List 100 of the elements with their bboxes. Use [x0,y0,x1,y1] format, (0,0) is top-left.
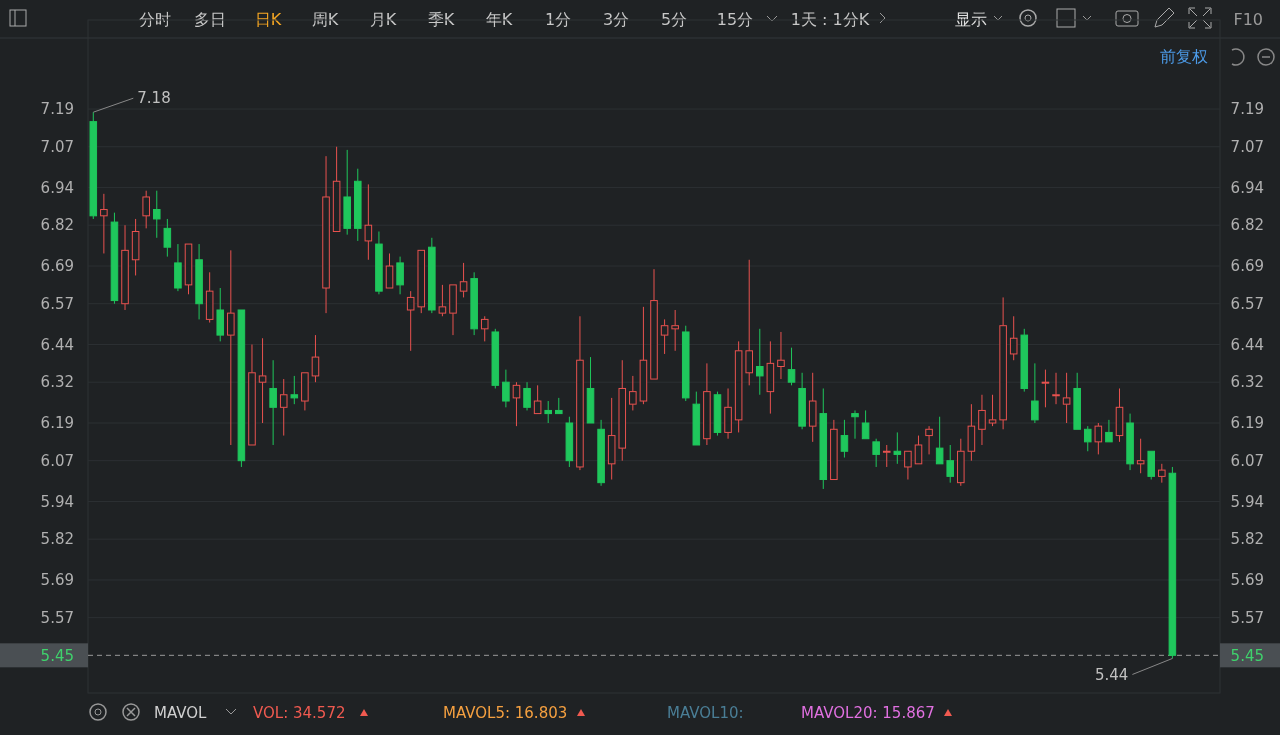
text: 季K [427,10,455,29]
y2-tick-label: 5.57 [1230,608,1264,627]
annotation: 5.44 [1094,665,1129,684]
candlestick [957,438,965,487]
candlestick [269,359,277,446]
candlestick [174,243,182,292]
text: 年K [485,10,513,29]
y-tick-label: 6.32 [40,373,74,392]
text: 5.45 [40,646,74,665]
candlestick [777,331,785,380]
y2-tick-label: 7.19 [1230,100,1264,119]
text: MAVOL20: 15.867 [801,704,935,722]
candlestick [745,259,753,386]
y2-tick-label: 6.07 [1230,451,1264,470]
text: MAVOL [154,704,208,722]
candlestick [502,369,510,408]
candlestick [131,218,140,276]
candlestick [322,155,330,314]
candlestick [660,318,669,355]
candlestick [375,231,383,295]
candlestick [703,362,711,446]
candlestick [819,387,828,490]
candlestick [279,378,288,437]
y-tick-label: 7.07 [40,137,74,156]
candlestick [396,256,404,295]
candlestick [406,290,415,352]
text: 3分 [602,10,630,29]
ref-line-label: 5.45 [1230,646,1264,665]
y2-tick-label: 6.44 [1230,335,1264,354]
y-tick-label: 6.82 [40,216,74,235]
text: 显示 [955,10,987,29]
candlestick [152,190,161,239]
text: MAVOL5: 16.803 [443,704,568,722]
candlestick [470,271,478,336]
candlestick [258,337,267,424]
annotation: 7.18 [137,89,171,108]
text: 分时 [139,10,171,29]
candlestick [978,394,986,446]
y-tick-label: 7.19 [40,100,74,119]
candlestick [195,243,203,320]
candlestick [1031,362,1039,424]
y2-tick-label: 5.82 [1230,530,1264,549]
y-tick-label: 6.44 [40,335,74,354]
candlestick [840,419,849,459]
y2-tick-label: 6.32 [1230,373,1264,392]
candlestick [576,315,584,471]
candlestick [967,403,976,462]
candlestick [999,296,1007,430]
candlestick [851,409,859,440]
candlestick [1083,425,1092,452]
text: 日K [254,10,282,29]
y2-tick-label: 6.94 [1230,178,1264,197]
candlestick [512,381,521,427]
y2-tick-label: 6.69 [1230,257,1264,276]
candlestick [946,444,954,484]
y2-tick-label: 5.69 [1230,571,1264,590]
candlestick [343,149,351,236]
candlestick [893,431,902,465]
text: F10 [1233,10,1263,29]
y-tick-label: 6.57 [40,294,74,313]
annotation: 前复权 [1160,47,1208,66]
candlestick [1126,413,1134,471]
candlestick [756,328,764,396]
candlestick [227,249,235,446]
candlestick [121,224,129,311]
y2-tick-label: 6.82 [1230,216,1264,235]
y-tick-label: 5.57 [40,608,74,627]
text: 15分 [716,10,754,29]
y2-tick-label: 7.07 [1230,137,1264,156]
y-tick-label: 6.19 [40,414,74,433]
candlestick [205,271,214,324]
y-tick-label: 6.69 [40,257,74,276]
text: 1天 : 1分K [790,10,870,29]
candlestick [1136,438,1145,474]
candlestick [354,168,362,242]
y-tick-label: 5.82 [40,530,74,549]
candlestick [1115,387,1124,443]
text: 多日 [194,10,226,29]
candlestick [925,425,933,455]
text: MAVOL10: [667,704,744,722]
candlestick [766,340,775,415]
candlestick [724,387,732,440]
candlestick [163,218,172,258]
text: VOL: 34.572 [253,704,346,722]
candlestick [1062,372,1071,424]
candlestick [100,193,108,254]
candlestick [597,419,605,487]
y-tick-label: 5.94 [40,492,74,511]
text: 周K [311,10,339,29]
y-tick-label: 5.69 [40,571,74,590]
candlestick [523,381,531,411]
candlestick [671,309,679,352]
text: 1分 [544,10,572,29]
candlestick [1052,372,1060,405]
candlestick [798,372,806,430]
candlestick [618,359,627,462]
y2-tick-label: 6.57 [1230,294,1264,313]
y-tick-label: 6.07 [40,451,74,470]
text: 月K [369,10,397,29]
candlestick [364,183,373,261]
